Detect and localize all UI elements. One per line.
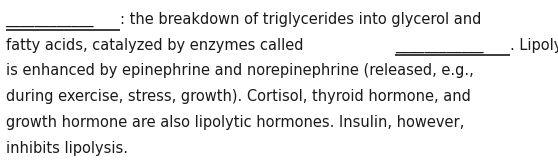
Text: fatty acids, catalyzed by enzymes called: fatty acids, catalyzed by enzymes called (6, 38, 307, 53)
Text: : the breakdown of triglycerides into glycerol and: : the breakdown of triglycerides into gl… (120, 12, 481, 27)
Text: is enhanced by epinephrine and norepinephrine (released, e.g.,: is enhanced by epinephrine and norepinep… (6, 63, 473, 78)
Text: growth hormone are also lipolytic hormones. Insulin, however,: growth hormone are also lipolytic hormon… (6, 115, 464, 130)
Text: inhibits lipolysis.: inhibits lipolysis. (6, 141, 128, 156)
Text: ____________: ____________ (396, 38, 484, 53)
Text: . Lipolysis: . Lipolysis (509, 38, 558, 53)
Text: during exercise, stress, growth). Cortisol, thyroid hormone, and: during exercise, stress, growth). Cortis… (6, 89, 470, 104)
Text: ____________: ____________ (6, 12, 94, 27)
